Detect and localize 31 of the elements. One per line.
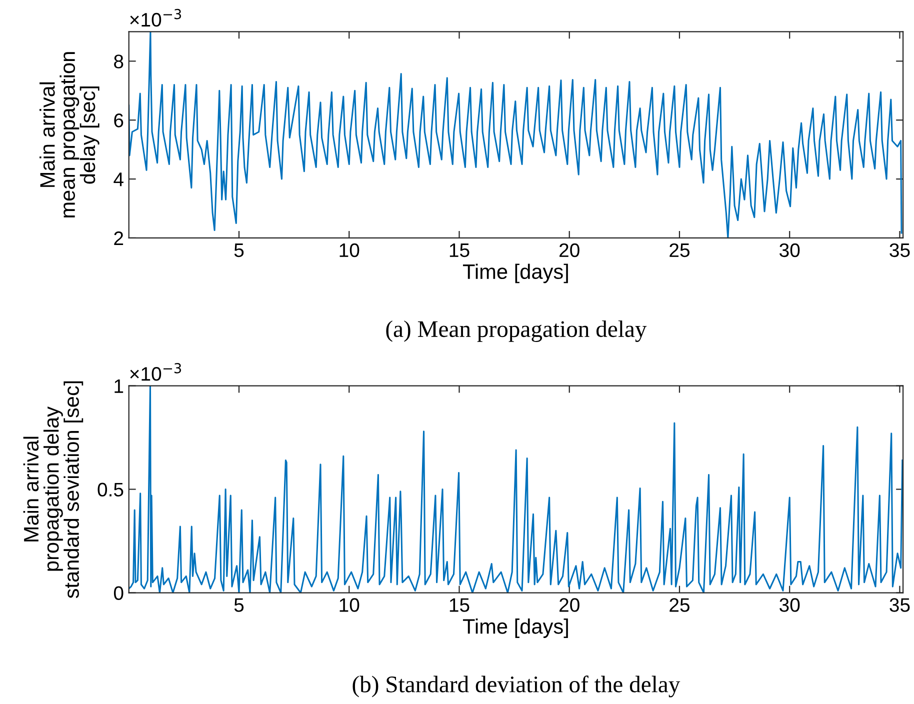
line-series bbox=[128, 32, 902, 238]
x-tick-label: 15 bbox=[450, 598, 470, 612]
line-series bbox=[128, 386, 904, 593]
x-tick-label: 30 bbox=[780, 598, 800, 612]
x-tick-label: 35 bbox=[890, 598, 910, 612]
x-tick-label: 25 bbox=[670, 598, 690, 612]
y-tick-label: 0 bbox=[114, 586, 124, 600]
text: ×10$^{−3}$ bbox=[130, 363, 182, 381]
y-tick-label: 8 bbox=[114, 54, 124, 68]
x-tick-label: 20 bbox=[560, 243, 580, 258]
x-axis-title: Time [days] bbox=[462, 618, 568, 638]
text: (a) Mean propagation delay bbox=[386, 320, 647, 342]
x-tick-label: 30 bbox=[780, 243, 800, 258]
text: (b) Standard deviation of the delay bbox=[352, 676, 680, 698]
y-tick-label: 6 bbox=[114, 114, 124, 128]
y-tick-label: 0.5 bbox=[98, 482, 124, 497]
x-tick-label: 5 bbox=[234, 598, 244, 612]
y-tick-label: 1 bbox=[114, 379, 124, 393]
x-tick-label: 25 bbox=[670, 243, 690, 258]
text: ×10$^{−3}$ bbox=[130, 8, 182, 27]
y-tick-label: 2 bbox=[114, 231, 124, 245]
x-tick-label: 10 bbox=[340, 243, 360, 258]
x-tick-label: 5 bbox=[234, 244, 244, 258]
x-tick-label: 20 bbox=[560, 598, 580, 612]
y-tick-label: 4 bbox=[114, 172, 124, 186]
x-tick-label: 10 bbox=[340, 598, 360, 612]
x-tick-label: 15 bbox=[450, 244, 470, 258]
x-axis-title: Time [days] bbox=[462, 264, 568, 284]
x-tick-label: 35 bbox=[890, 243, 910, 258]
y-axis-title: Main arrival mean propagation delay [sec] bbox=[40, 52, 100, 218]
y-axis-title: Main arrival propagation delay standard seviation [sec] bbox=[23, 381, 84, 598]
